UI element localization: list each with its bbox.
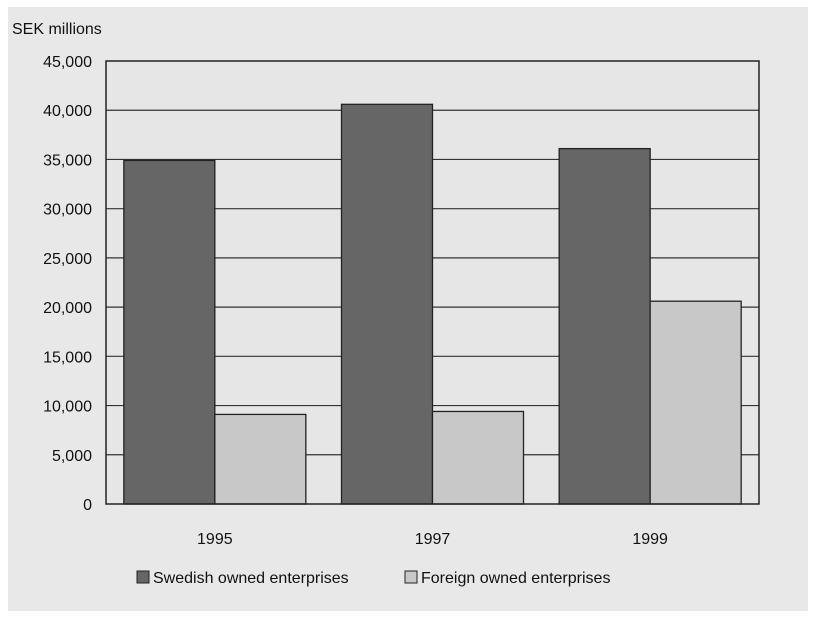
x-tick-label: 1999 (632, 531, 668, 548)
y-tick-label: 0 (83, 497, 92, 514)
y-tick-label: 45,000 (43, 54, 92, 71)
plot-border (105, 60, 760, 505)
y-axis-tick-labels: 0 5,000 10,000 15,000 20,000 25,000 30,000 35,0… (43, 54, 92, 514)
legend-label: Foreign owned enterprises (421, 570, 610, 587)
bar (214, 413, 307, 505)
legend-swatch (136, 570, 150, 584)
y-tick-label: 20,000 (43, 300, 92, 317)
legend: Swedish owned enterprises Foreign owned e… (136, 570, 610, 587)
x-tick-label: 1995 (197, 531, 233, 548)
legend-label: Swedish owned enterprises (153, 570, 349, 587)
y-tick-label: 35,000 (43, 152, 92, 169)
y-tick-label: 40,000 (43, 103, 92, 120)
y-tick-label: 5,000 (52, 448, 92, 465)
bars (123, 103, 742, 505)
x-axis-tick-labels: 1995 1997 1999 (197, 531, 668, 548)
y-tick-label: 25,000 (43, 251, 92, 268)
legend-swatch (404, 570, 418, 584)
y-tick-label: 15,000 (43, 349, 92, 366)
bar (649, 300, 742, 505)
bar (558, 147, 651, 505)
y-tick-label: 10,000 (43, 399, 92, 416)
bar (123, 159, 216, 505)
y-tick-label: 30,000 (43, 202, 92, 219)
y-axis-label: SEK millions (12, 21, 102, 38)
x-tick-label: 1997 (415, 531, 451, 548)
bar (431, 410, 525, 505)
bar (340, 103, 434, 505)
